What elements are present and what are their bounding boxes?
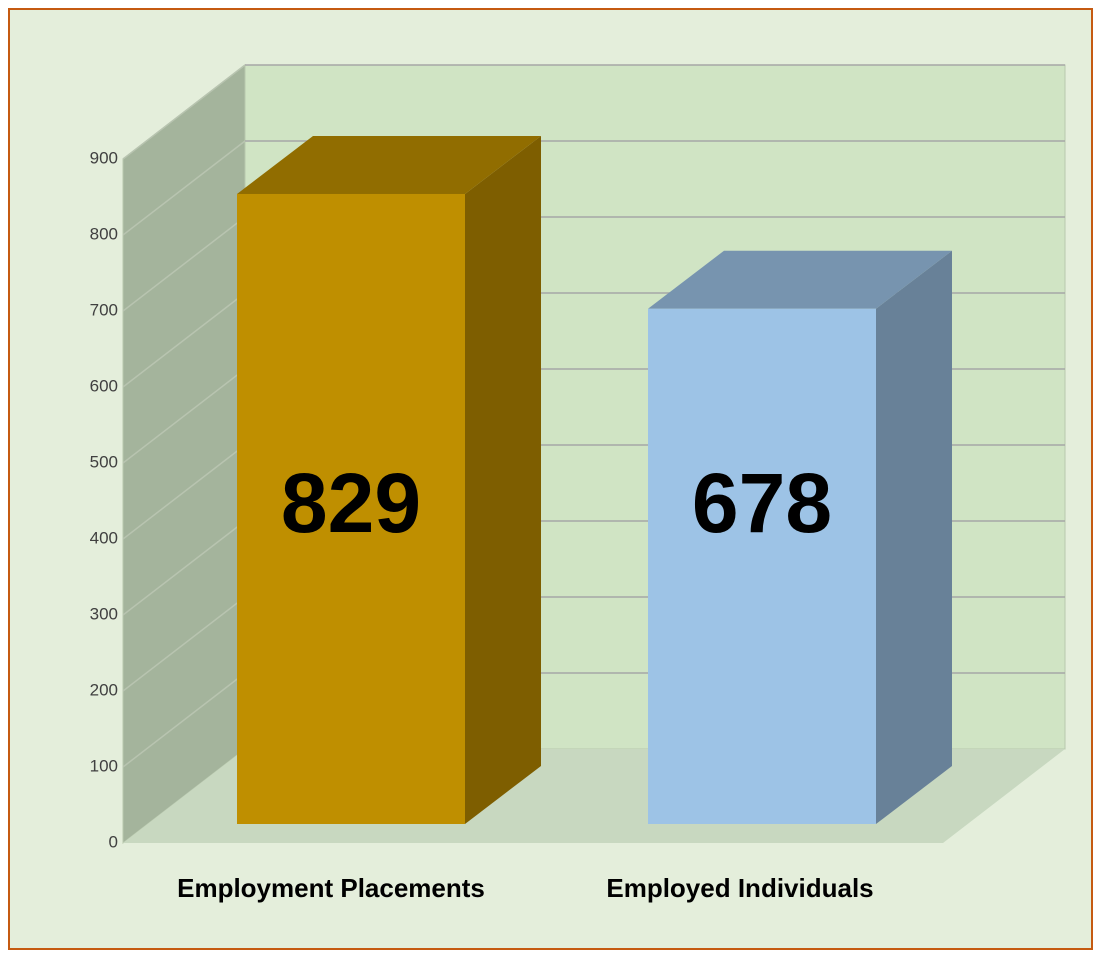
side-grid-line [122, 520, 246, 616]
value-label: 678 [692, 456, 832, 550]
y-tick-label: 300 [90, 604, 118, 623]
side-grid-line [122, 444, 246, 540]
side-grid-line [122, 292, 246, 388]
y-tick-label: 700 [90, 300, 118, 319]
bar-top [648, 250, 952, 309]
side-grid-line [122, 64, 246, 160]
y-tick-label: 0 [109, 832, 118, 851]
value-label: 829 [281, 456, 421, 550]
y-tick-label: 800 [90, 224, 118, 243]
x-tick-label: Employment Placements [177, 873, 485, 903]
bar-top [237, 135, 541, 194]
bar-side [876, 250, 952, 825]
y-tick-label: 500 [90, 452, 118, 471]
y-tick-label: 900 [90, 148, 118, 167]
bar [237, 193, 465, 824]
side-grid-line [122, 596, 246, 692]
side-wall [122, 63, 246, 845]
bar-side [465, 135, 541, 824]
y-tick-label: 400 [90, 528, 118, 547]
side-grid-line [122, 672, 246, 768]
bar [648, 308, 876, 825]
side-grid-line [122, 368, 246, 464]
y-tick-label: 200 [90, 680, 118, 699]
x-tick-label: Employed Individuals [606, 873, 873, 903]
y-tick-label: 100 [90, 756, 118, 775]
side-grid-line [122, 140, 246, 236]
side-grid-line [122, 216, 246, 312]
y-tick-label: 600 [90, 376, 118, 395]
